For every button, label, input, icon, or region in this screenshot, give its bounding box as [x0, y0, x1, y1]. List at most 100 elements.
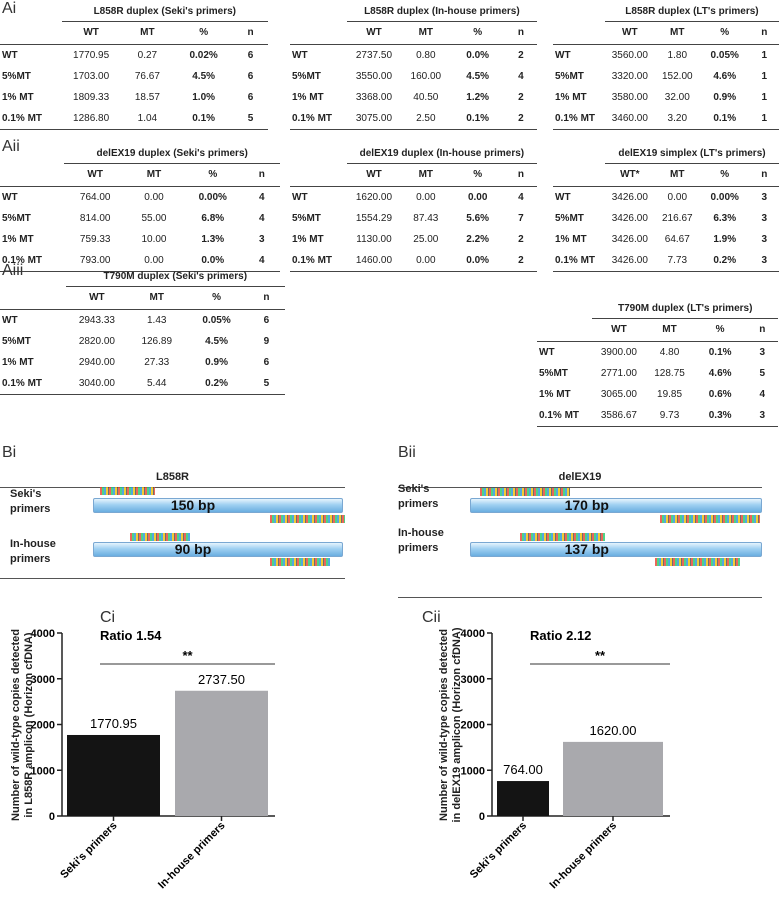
ratio-label: Ratio 2.12	[530, 628, 591, 643]
header-blank	[553, 22, 605, 45]
table-cell: 0.1%	[174, 108, 234, 130]
table-cell: 6.8%	[201, 213, 225, 224]
table-cell: 1.2%	[466, 92, 490, 103]
table-cell: 2943.33	[78, 315, 115, 326]
column-header: MT	[645, 319, 694, 342]
table-cell: 3426.00	[611, 192, 648, 203]
row-label: 5%MT	[555, 71, 584, 82]
table-cell: 4	[258, 213, 265, 224]
column-header: %	[450, 22, 505, 45]
row-label: 1% MT	[2, 234, 34, 245]
header-blank	[290, 164, 347, 187]
table-cell: 216.67	[661, 213, 693, 224]
forward-primer	[520, 533, 605, 541]
table-cell: 160.00	[410, 71, 442, 82]
table-cell: 128.75	[654, 368, 685, 379]
table-cell: 0.02%	[189, 50, 218, 61]
table-cell: 0.1%	[708, 347, 732, 358]
header-blank	[537, 319, 593, 342]
column-header: n	[746, 319, 778, 342]
table-cell: 3	[759, 347, 766, 358]
row-label: 5%MT	[539, 368, 568, 379]
row-label: 5%MT	[292, 213, 321, 224]
table-cell: 4	[518, 71, 524, 82]
table-cell: 5.6%	[466, 213, 490, 224]
divider	[398, 597, 762, 598]
table-cell: 2	[518, 50, 524, 61]
column-header: WT*	[604, 164, 655, 187]
table-title: delEX19 duplex (Seki's primers)	[64, 144, 280, 164]
column-header: %	[185, 287, 248, 310]
column-header: %	[174, 22, 234, 45]
table-title: delEX19 duplex (In-house primers)	[346, 144, 537, 164]
table-cell: 4	[243, 250, 280, 272]
table-cell: 3	[749, 250, 779, 272]
bar	[563, 741, 663, 816]
column-header: MT	[128, 287, 186, 310]
column-header: WT	[346, 22, 402, 45]
table-cell: 5	[247, 373, 285, 395]
amplicon-size: 137 bp	[564, 541, 609, 557]
table-cell: 2.50	[401, 108, 451, 130]
column-header: %	[693, 319, 747, 342]
table-cell: 40.50	[413, 92, 439, 103]
table-title: delEX19 simplex (LT's primers)	[604, 144, 779, 164]
column-header: WT	[592, 319, 646, 342]
y-tick-label: 1000	[31, 765, 55, 777]
amplicon-bar	[93, 498, 343, 513]
table-cell: 0.00	[144, 192, 164, 203]
amplicon-bar	[470, 542, 762, 557]
table-cell: 3426.00	[611, 234, 648, 245]
column-header: n	[504, 22, 537, 45]
column-header: %	[450, 164, 505, 187]
table-cell: 1	[761, 71, 768, 82]
table-cell: 4.5%	[205, 336, 228, 347]
reverse-primer	[270, 515, 345, 523]
table-cell: 6	[247, 71, 254, 82]
table-cell: 2940.00	[78, 357, 115, 368]
table-cell: 1460.00	[346, 250, 402, 272]
data-table: L858R duplex (Seki's primers) WT MT% n WT 177…	[0, 2, 268, 130]
data-table: delEX19 duplex (In-house primers) WT MT% n W…	[290, 144, 537, 272]
table-cell: 3	[761, 213, 768, 224]
table-cell: 3	[258, 234, 265, 245]
reverse-primer	[655, 558, 740, 566]
divider	[398, 487, 762, 488]
table-cell: 6	[263, 357, 270, 368]
table-cell: 0.00	[667, 192, 688, 203]
amplicon-size: 150 bp	[170, 497, 216, 513]
header-blank	[0, 287, 66, 310]
bar	[67, 734, 160, 816]
table-cell: 0.05%	[202, 315, 231, 326]
row-label: 1% MT	[555, 234, 587, 245]
row-label: 0.1% MT	[0, 373, 66, 395]
table-cell: 3040.00	[65, 373, 129, 395]
table-cell: 1.0%	[192, 92, 216, 103]
column-header: WT	[61, 22, 121, 45]
amplicon-size: 170 bp	[564, 497, 609, 513]
row-label: WT	[292, 192, 308, 203]
row-label: WT	[292, 50, 308, 61]
table-cell: 759.33	[79, 234, 111, 245]
y-tick-label: 0	[49, 811, 55, 823]
column-header: WT	[64, 164, 126, 187]
table-cell: 1703.00	[73, 71, 110, 82]
table-cell: 3	[761, 234, 768, 245]
table-cell: 4.5%	[192, 71, 216, 82]
row-label: 5%MT	[292, 71, 321, 82]
charts: Ci 0 1000 2000 3000 4000 1770.95 Seki's primers…	[31, 609, 670, 891]
row-label: 0.1% MT	[0, 250, 65, 272]
table-cell: 7	[518, 213, 524, 224]
column-header: n	[233, 22, 268, 45]
data-table: delEX19 duplex (Seki's primers) WT MT% n WT 7…	[0, 144, 280, 272]
table-title: L858R duplex (In-house primers)	[346, 2, 537, 22]
table-title: L858R duplex (LT's primers)	[604, 2, 779, 22]
table-cell: 6.3%	[713, 213, 737, 224]
table-cell: 2.2%	[466, 234, 490, 245]
table-cell: 1	[749, 108, 779, 130]
row-label: 5%MT	[555, 213, 584, 224]
table-cell: 3900.00	[600, 347, 637, 358]
y-tick-label: 2000	[31, 720, 55, 732]
row-label: 1% MT	[555, 92, 587, 103]
